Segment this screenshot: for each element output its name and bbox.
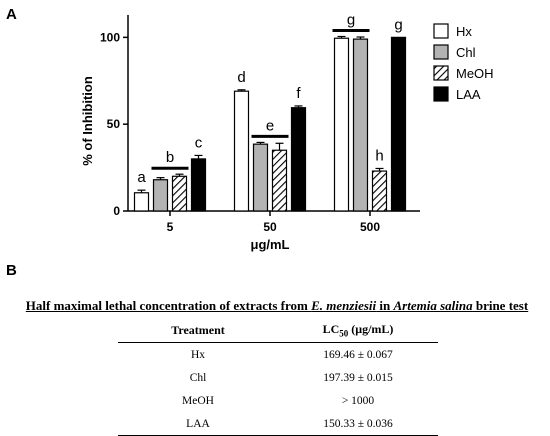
bar-hx xyxy=(333,37,350,212)
table-row: Hx 169.46 ± 0.067 xyxy=(118,343,438,367)
table-cell-treatment: LAA xyxy=(118,412,278,436)
bar-hx xyxy=(233,90,250,212)
legend-swatch-meoh xyxy=(433,65,449,81)
caption-suffix: brine test xyxy=(472,298,529,313)
significance-letter: b xyxy=(166,149,174,166)
bar-meoh xyxy=(371,170,388,212)
legend-label-hx: Hx xyxy=(456,24,472,39)
table-cell-lc50: 150.33 ± 0.036 xyxy=(278,412,438,436)
legend-label-laa: LAA xyxy=(456,87,481,102)
y-axis-title: % of Inhibition xyxy=(80,76,95,166)
lc50-table: Treatment LC50 (μg/mL) Hx 169.46 ± 0.067… xyxy=(118,320,438,436)
table-cell-treatment: Hx xyxy=(190,348,206,361)
x-tick-label: 500 xyxy=(360,220,380,234)
bar-chl xyxy=(152,179,169,212)
y-tick-label: 50 xyxy=(107,117,121,131)
x-axis-title: μg/mL xyxy=(250,237,289,252)
significance-letter: c xyxy=(195,134,203,151)
table-cell-treatment: Chl xyxy=(189,371,207,384)
table-caption: Half maximal lethal concentration of ext… xyxy=(12,298,542,314)
bar-laa xyxy=(290,107,307,212)
panel-b-label: B xyxy=(6,262,17,279)
significance-letter: h xyxy=(375,147,383,164)
y-tick-label: 0 xyxy=(113,204,120,218)
table-row: LAA 150.33 ± 0.036 xyxy=(118,412,438,436)
y-tick-label: 100 xyxy=(100,30,120,44)
bar-chart: 0 50 100 5 50 500 a b c d e f g h g Hx Chl MeOH LAA % of I… xyxy=(80,11,494,252)
caption-species: E. menziesii xyxy=(311,298,377,313)
table-cell-lc50: 197.39 ± 0.015 xyxy=(323,371,393,384)
significance-letter: g xyxy=(347,11,355,28)
table-row: MeOH > 1000 xyxy=(118,389,438,412)
significance-letter: d xyxy=(237,69,245,86)
caption-prefix: Half maximal lethal concentration of ext… xyxy=(25,298,312,313)
bar-chl xyxy=(352,38,369,212)
table-header-lc50: LC50 (μg/mL) xyxy=(278,320,438,344)
legend-swatch-laa xyxy=(433,86,449,102)
x-tick-label: 5 xyxy=(167,220,174,234)
legend-swatch-hx xyxy=(433,23,449,39)
table-cell-lc50: > 1000 xyxy=(341,394,375,407)
significance-letter: e xyxy=(266,117,274,134)
bar-hx xyxy=(133,192,150,212)
caption-middle: in xyxy=(376,298,394,313)
significance-letter: f xyxy=(296,85,301,102)
bar-laa xyxy=(190,158,207,212)
x-tick-label: 50 xyxy=(263,220,277,234)
table-row: Chl 197.39 ± 0.015 xyxy=(118,366,438,389)
legend-label-meoh: MeOH xyxy=(456,66,494,81)
significance-letter: g xyxy=(394,16,402,33)
bar-meoh xyxy=(171,175,188,212)
panel-a-label: A xyxy=(6,6,17,23)
table-header-treatment: Treatment xyxy=(118,320,278,344)
table-header-row: Treatment LC50 (μg/mL) xyxy=(118,320,438,344)
caption-organism: Artemia salina xyxy=(393,298,473,313)
significance-letter: a xyxy=(137,169,146,186)
table-cell-lc50: 169.46 ± 0.067 xyxy=(323,348,393,361)
bar-laa xyxy=(390,36,407,212)
bar-chl xyxy=(252,143,269,212)
legend-swatch-chl xyxy=(433,44,449,60)
table-cell-treatment: MeOH xyxy=(182,394,214,407)
legend-label-chl: Chl xyxy=(456,45,476,60)
bar-meoh xyxy=(271,149,288,212)
